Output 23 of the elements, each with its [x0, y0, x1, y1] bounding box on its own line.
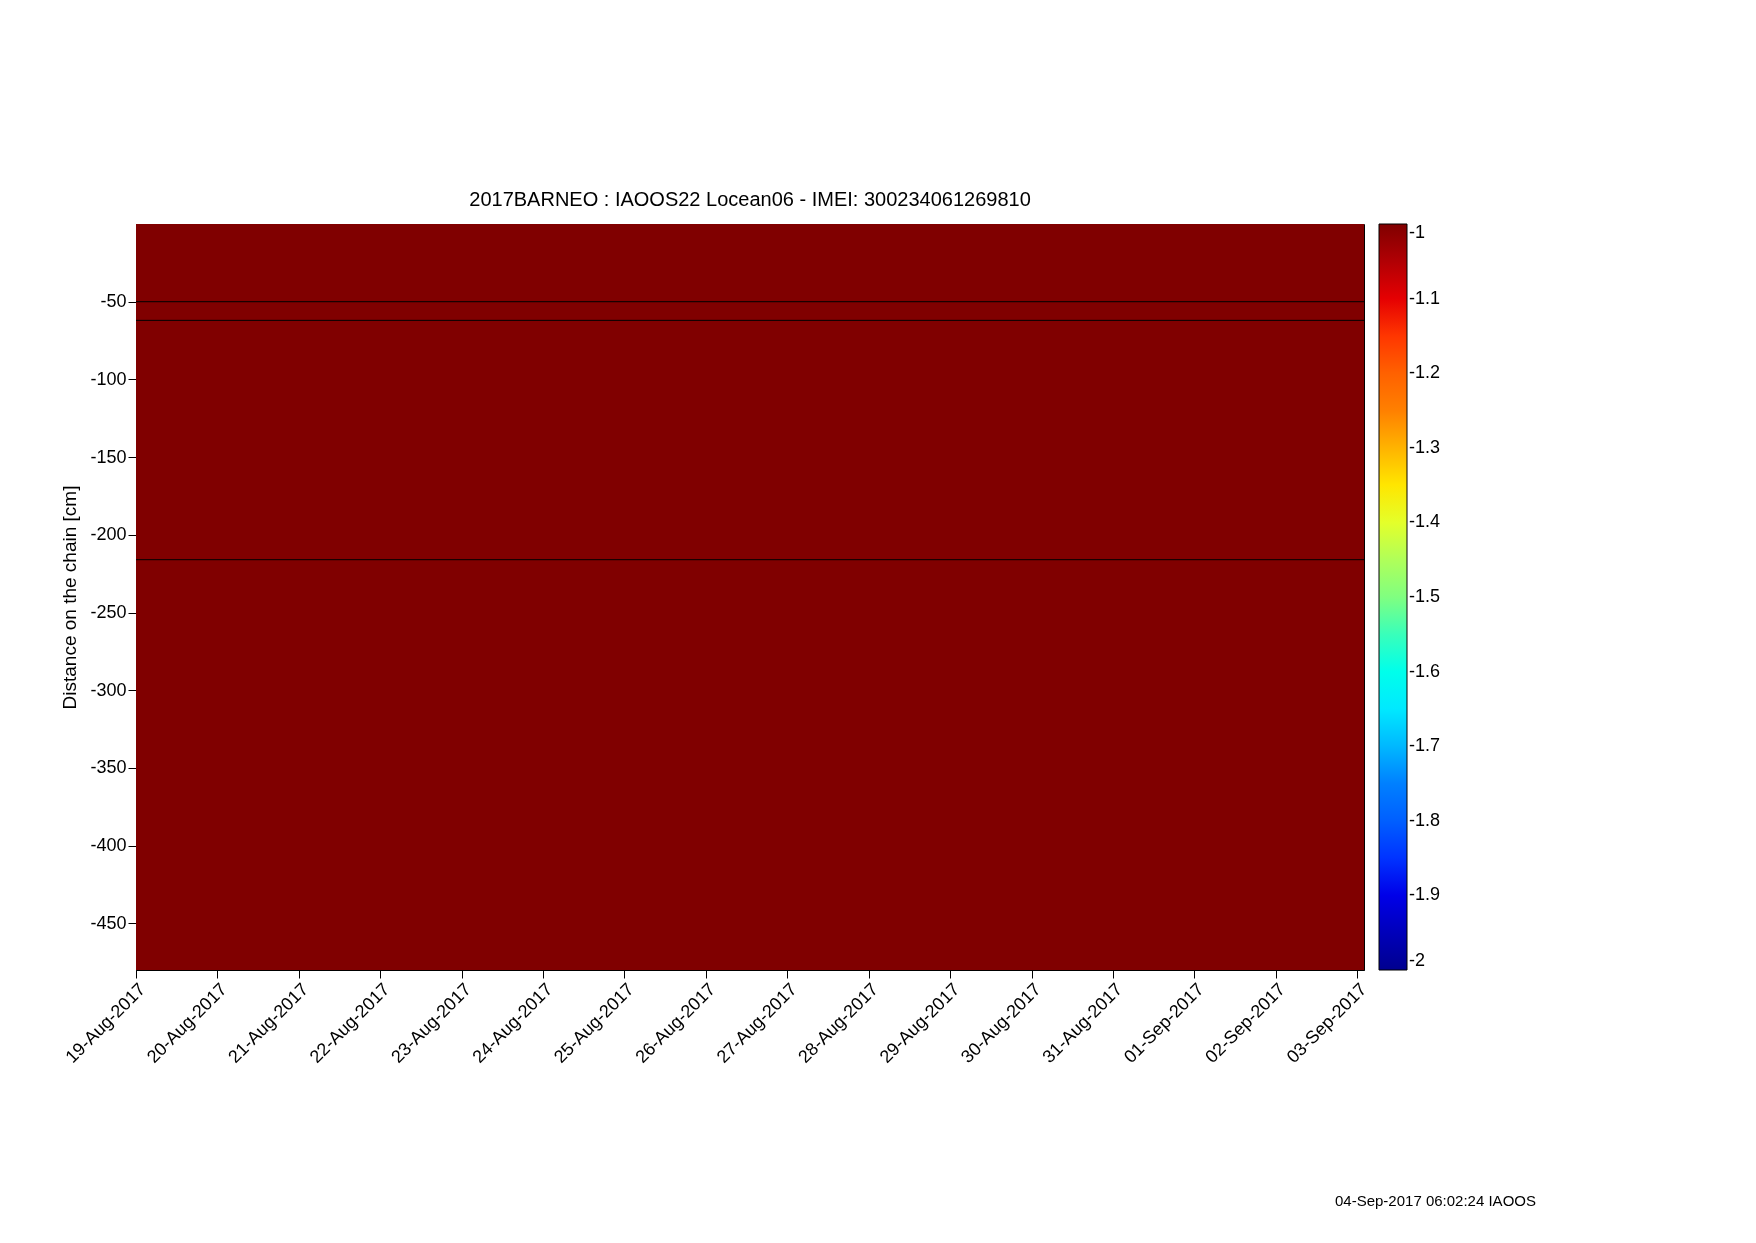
color-bar-label: -1.4: [1409, 511, 1441, 532]
color-bar-label: -2: [1409, 950, 1426, 970]
color-bar-label: -1.7: [1409, 735, 1441, 756]
y-tick-label: -450: [90, 912, 127, 933]
y-axis-title: Distance on the chain [cm]: [59, 485, 81, 710]
text: 04-Sep-2017 06:02:24 IAOOS: [1335, 1192, 1536, 1209]
color-bar-label: -1.5: [1409, 586, 1441, 606]
chart-title: 2017BARNEO : IAOOS22 Locean06 - IMEI: 300234061269810: [469, 188, 1031, 210]
y-tick-label: -200: [90, 524, 127, 545]
color-bar-label: -1.6: [1409, 660, 1441, 681]
y-tick-label: -150: [90, 446, 127, 467]
y-tick-label: -400: [90, 835, 127, 856]
y-tick-label: -250: [90, 602, 127, 623]
y-tick-label: -300: [90, 679, 127, 700]
y-tick-label: -100: [90, 368, 127, 389]
color-bar-label: -1: [1409, 222, 1426, 242]
y-tick-label: -350: [90, 757, 127, 778]
color-bar-label: -1.8: [1409, 809, 1441, 830]
color-bar-label: -1.1: [1409, 287, 1441, 308]
color-bar-label: -1.2: [1409, 362, 1441, 383]
color-bar-label: -1.9: [1409, 884, 1441, 905]
color-bar-label: -1.3: [1409, 436, 1441, 457]
y-tick-label: -50: [100, 291, 127, 312]
